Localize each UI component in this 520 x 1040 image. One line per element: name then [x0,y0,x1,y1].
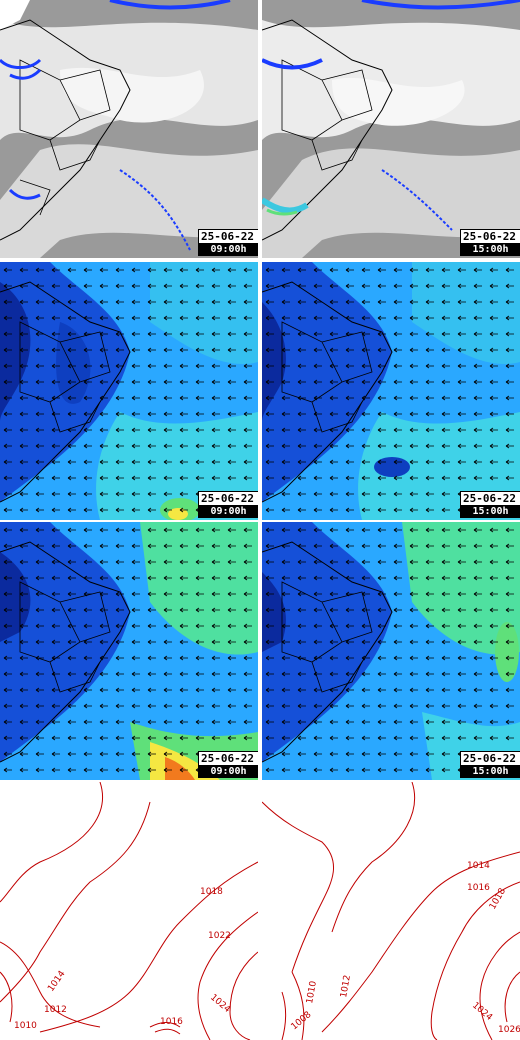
satellite-panel-0900: 25-06-22 09:00h [0,0,258,258]
pressure-map-0900: 1018 1022 1014 1012 1010 1016 1024 [0,782,258,1040]
time-label: 15:00h [460,505,520,518]
timestamp: 25-06-22 15:00h [460,751,520,778]
satellite-panel-1500: 25-06-22 15:00h [262,0,520,258]
wind-surface-map-0900 [0,522,258,780]
wind-850-map-0900 [0,262,258,520]
isobar-label: 1018 [200,887,223,897]
date-label: 25-06-22 [460,229,520,243]
timestamp: 25-06-22 09:00h [198,751,258,778]
date-label: 25-06-22 [460,491,520,505]
isobar-label: 1022 [208,931,231,941]
date-label: 25-06-22 [198,491,258,505]
time-label: 09:00h [198,505,258,518]
isobar-label: 1010 [305,980,319,1005]
time-label: 15:00h [460,243,520,256]
timestamp: 25-06-22 09:00h [198,491,258,518]
isobar-label: 1010 [14,1021,37,1031]
timestamp: 25-06-22 15:00h [460,491,520,518]
pressure-panel-1500: 1014 1016 1018 1024 1010 1012 1008 1026 [262,782,520,1040]
isobar-label: 1012 [44,1005,67,1015]
date-label: 25-06-22 [460,751,520,765]
time-label: 15:00h [460,765,520,778]
date-label: 25-06-22 [198,229,258,243]
timestamp: 25-06-22 09:00h [198,229,258,256]
pressure-panel-0900: 1018 1022 1014 1012 1010 1016 1024 [0,782,258,1040]
wind-850-panel-0900: 25-06-22 09:00h [0,262,258,520]
wind-850-panel-1500: 25-06-22 15:00h [262,262,520,520]
isobar-label: 1016 [160,1017,183,1027]
wind-surface-panel-1500: 25-06-22 15:00h [262,522,520,780]
time-label: 09:00h [198,765,258,778]
wind-surface-map-1500 [262,522,520,780]
isobar-label: 1012 [339,974,353,998]
wind-surface-panel-0900: 25-06-22 09:00h [0,522,258,780]
satellite-map-0900 [0,0,258,258]
isobar-label: 1014 [467,861,490,871]
isobar-label: 1026 [498,1025,520,1035]
pressure-map-1500: 1014 1016 1018 1024 1010 1012 1008 1026 [262,782,520,1040]
timestamp: 25-06-22 15:00h [460,229,520,256]
date-label: 25-06-22 [198,751,258,765]
isobar-label: 1016 [467,883,490,893]
time-label: 09:00h [198,243,258,256]
satellite-map-1500 [262,0,520,258]
wind-850-map-1500 [262,262,520,520]
